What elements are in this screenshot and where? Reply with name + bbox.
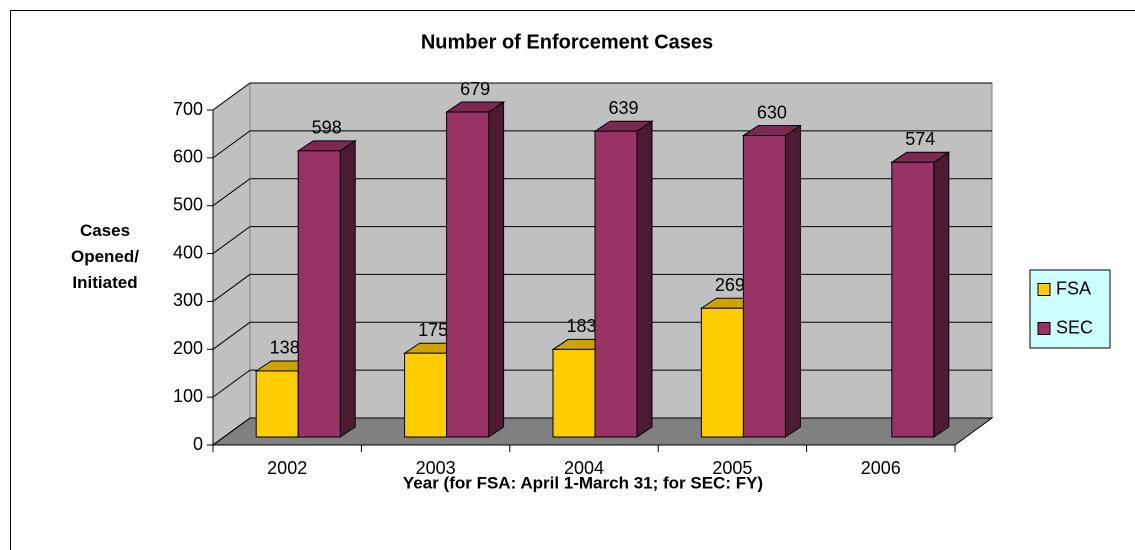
legend-label: FSA [1056,278,1091,298]
bar-front [297,150,341,438]
bar [593,120,654,438]
bar-front [594,130,638,438]
y-axis-label: Cases Opened/ Initiated [70,221,139,292]
y-tick-label: 0 [193,434,203,454]
y-tick-label: 200 [173,338,203,358]
bar-front [742,135,786,438]
data-label: 574 [905,129,935,149]
bar-side [339,139,356,438]
data-label: 630 [757,102,787,122]
bar-front [700,307,744,438]
bar-side [784,124,801,438]
data-label: 598 [312,118,342,138]
data-label: 269 [715,275,745,295]
plot-area: 0 100 200 300 400 500 600 700 2002 138 598 2003 175 6… [173,79,994,478]
legend-swatch [1037,322,1051,335]
side-wall [212,82,251,446]
legend-label: SEC [1056,317,1093,337]
y-tick-label: 400 [173,242,203,262]
x-tick-label: 2002 [267,458,307,478]
bar [444,101,506,438]
bar [890,151,951,438]
x-axis-label: Year (for FSA: April 1-March 31; for SEC… [403,473,763,492]
grid-line [212,82,992,111]
bar [741,124,803,438]
y-tick-label: 300 [173,290,203,310]
x-tick-label: 2003 [416,458,456,478]
y-tick-label: 600 [173,147,203,167]
legend: FSA SEC [1029,269,1111,349]
x-tick-label: 2006 [861,458,901,478]
data-label: 138 [270,338,300,358]
x-tick-label: 2004 [564,458,604,478]
bar-side [488,101,505,438]
bar-front [255,370,299,438]
bar-front [552,348,596,438]
bar-front [446,111,490,438]
bar-front [404,352,448,438]
data-label: 183 [566,316,596,336]
data-label: 175 [418,320,448,340]
y-tick-label: 500 [173,194,203,214]
data-label: 639 [608,98,638,118]
legend-swatch [1037,283,1051,296]
bar-side [636,120,653,438]
bar [296,139,357,438]
grid-line [212,130,992,159]
bar-side [933,151,950,438]
x-tick-label: 2005 [712,458,752,478]
chart-title: Number of Enforcement Cases [421,31,713,53]
y-tick-label: 100 [173,386,203,406]
data-label: 679 [460,79,490,99]
bar-front [891,161,935,438]
y-tick-label: 700 [173,99,203,119]
